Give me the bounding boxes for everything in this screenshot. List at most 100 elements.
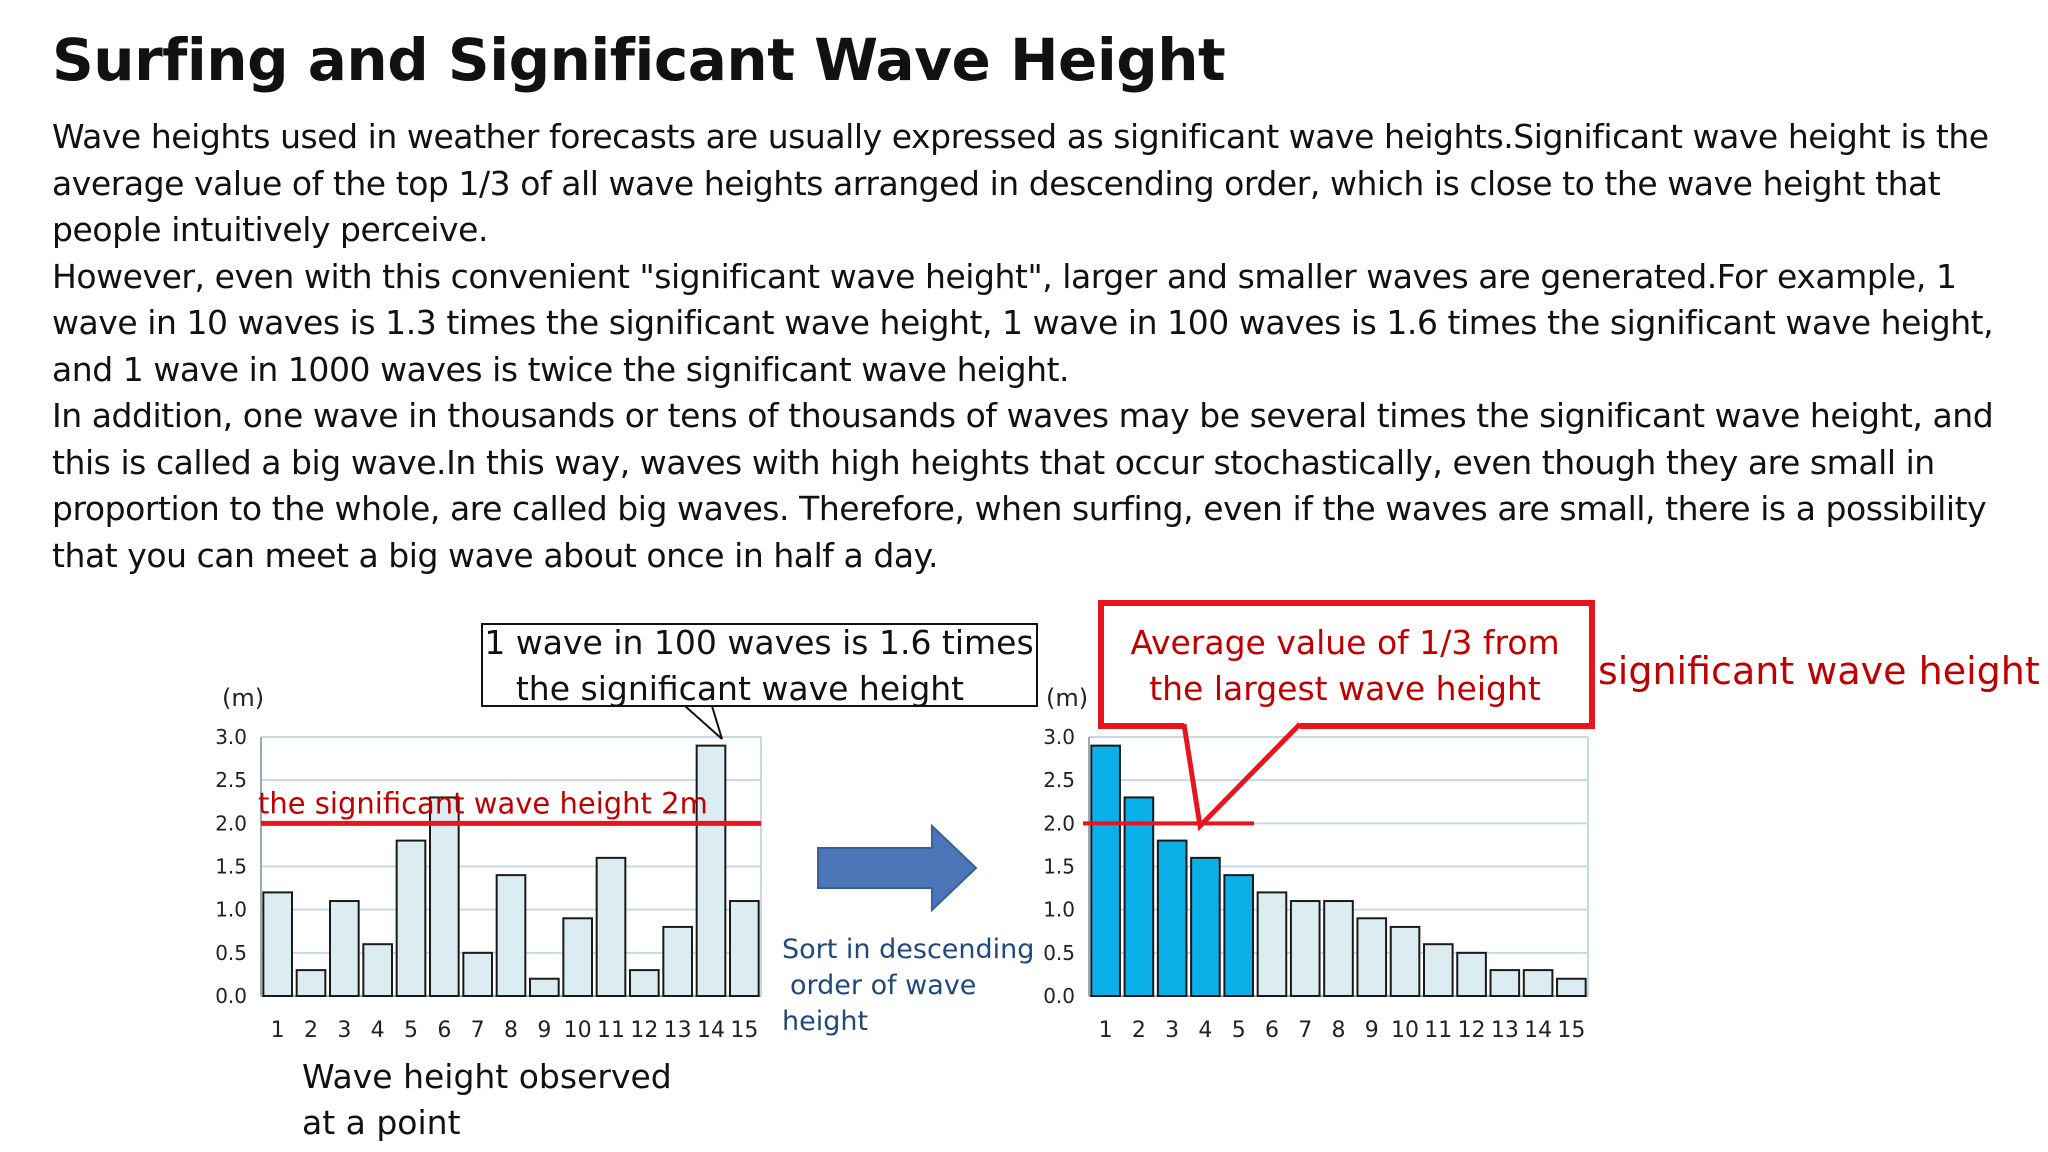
x-tick-label: 15 xyxy=(1557,1018,1585,1043)
bar xyxy=(262,891,294,998)
bar xyxy=(1356,917,1388,997)
reference-line-label: the significant wave height 2m xyxy=(258,786,708,820)
bar xyxy=(695,744,727,998)
bar xyxy=(1556,977,1587,998)
x-tick-label: 3 xyxy=(337,1018,351,1043)
caption-line-2: at a point xyxy=(302,1103,461,1142)
callout-2-gap xyxy=(1184,722,1300,732)
x-tick-label: 12 xyxy=(1458,1018,1486,1043)
bar xyxy=(429,796,460,998)
bar xyxy=(1156,839,1188,997)
bar xyxy=(562,917,593,997)
callout-1-box-group: 1 wave in 100 waves is 1.6 times the sig… xyxy=(481,623,1038,740)
sort-label-1: Sort in descending xyxy=(782,934,1034,965)
x-tick-label: 6 xyxy=(437,1018,451,1043)
y-tick-label: 1.5 xyxy=(215,855,247,879)
chart-sorted: 0.00.51.01.52.02.53.0(m)1 2 3 4 5 6 7 8 9 10 11 12 1… xyxy=(1043,684,1589,1043)
bar xyxy=(1522,969,1554,997)
y-tick-label: 0.0 xyxy=(1043,984,1075,1008)
bar xyxy=(662,925,693,998)
callout-2-group: Average value of 1/3 from the largest wa… xyxy=(1098,600,1595,832)
x-tick-label: 8 xyxy=(1332,1018,1346,1043)
bar xyxy=(1256,891,1288,998)
y-tick-label: 2.0 xyxy=(1043,811,1075,835)
sort-arrow xyxy=(817,823,978,913)
bar xyxy=(395,839,427,997)
y-tick-label: 0.5 xyxy=(215,941,247,965)
bar xyxy=(295,969,327,997)
callout-2-line-1: Average value of 1/3 from xyxy=(1130,623,1559,662)
y-tick-label: 2.0 xyxy=(215,811,247,835)
callout-1-line-2: the significant wave height xyxy=(516,669,964,708)
x-tick-label: 13 xyxy=(664,1018,692,1043)
x-tick-label: 11 xyxy=(597,1018,625,1043)
sort-label-2: order of wave xyxy=(790,970,976,1001)
x-tick-label: 7 xyxy=(471,1018,485,1043)
y-tick-label: 1.0 xyxy=(1043,898,1075,922)
x-tick-label: 2 xyxy=(304,1018,318,1043)
x-tick-label: 11 xyxy=(1424,1018,1452,1043)
bar xyxy=(1323,900,1354,997)
page-title: Surfing and Significant Wave Height xyxy=(52,26,1226,94)
x-tick-label: 1 xyxy=(271,1018,285,1043)
caption-line-1: Wave height observed xyxy=(302,1057,672,1096)
callout-1-pointer-2 xyxy=(711,705,723,740)
bar xyxy=(1289,900,1321,997)
x-tick-label: 14 xyxy=(697,1018,725,1043)
callout-1-box xyxy=(481,623,1038,707)
bar xyxy=(329,900,360,997)
x-tick-label: 14 xyxy=(1524,1018,1552,1043)
x-tick-label: 13 xyxy=(1491,1018,1519,1043)
y-tick-label: 0.5 xyxy=(1043,941,1075,965)
bar xyxy=(595,856,627,997)
callout-2-line-2: the largest wave height xyxy=(1149,669,1541,708)
x-tick-label: 3 xyxy=(1165,1018,1179,1043)
x-tick-label: 4 xyxy=(1198,1018,1212,1043)
bar xyxy=(362,943,394,998)
bar xyxy=(1090,744,1121,998)
y-tick-label: 3.0 xyxy=(1043,725,1075,749)
callout-1-pointer xyxy=(684,705,723,740)
bar xyxy=(1422,943,1454,998)
y-unit-label: (m) xyxy=(1046,684,1088,712)
bar xyxy=(529,977,560,998)
bar xyxy=(1489,969,1521,997)
callout-1-line-1: 1 wave in 100 waves is 1.6 times xyxy=(484,623,1033,662)
x-tick-label: 5 xyxy=(404,1018,418,1043)
callout-2-box xyxy=(1098,600,1595,729)
x-tick-label: 12 xyxy=(630,1018,658,1043)
significant-wave-height-label: significant wave height xyxy=(1598,649,2040,693)
bar xyxy=(1223,874,1255,998)
bar xyxy=(1456,951,1487,997)
x-tick-label: 9 xyxy=(1365,1018,1379,1043)
y-tick-label: 2.5 xyxy=(1043,768,1075,792)
x-tick-label: 10 xyxy=(1391,1018,1419,1043)
x-tick-label: 4 xyxy=(371,1018,385,1043)
x-tick-label: 1 xyxy=(1099,1018,1113,1043)
bar xyxy=(1389,925,1421,998)
chart-observed: 0.00.51.01.52.02.53.0(m)1 2 3 4 5 6 7 8 9 10 11 12 1… xyxy=(215,684,762,1043)
bar xyxy=(462,951,494,997)
sort-label-3: height xyxy=(782,1006,868,1037)
x-tick-label: 8 xyxy=(504,1018,518,1043)
x-tick-label: 15 xyxy=(730,1018,758,1043)
x-tick-label: 10 xyxy=(564,1018,592,1043)
bar xyxy=(729,900,760,997)
y-tick-label: 1.0 xyxy=(215,898,247,922)
bar xyxy=(629,969,660,997)
y-tick-label: 3.0 xyxy=(215,725,247,749)
callout-2-pointer xyxy=(1181,722,1302,832)
x-tick-label: 6 xyxy=(1265,1018,1279,1043)
bar xyxy=(1123,796,1155,998)
bar xyxy=(1190,856,1221,997)
x-tick-label: 5 xyxy=(1232,1018,1246,1043)
x-tick-label: 2 xyxy=(1132,1018,1146,1043)
paragraph-1: Wave heights used in weather forecasts a… xyxy=(52,117,1989,249)
body-text: Wave heights used in weather forecasts a… xyxy=(52,114,2042,579)
bar xyxy=(495,874,527,998)
y-tick-label: 1.5 xyxy=(1043,855,1075,879)
x-tick-label: 7 xyxy=(1298,1018,1312,1043)
paragraph-3: In addition, one wave in thousands or te… xyxy=(52,396,1994,575)
x-tick-label: 9 xyxy=(537,1018,551,1043)
